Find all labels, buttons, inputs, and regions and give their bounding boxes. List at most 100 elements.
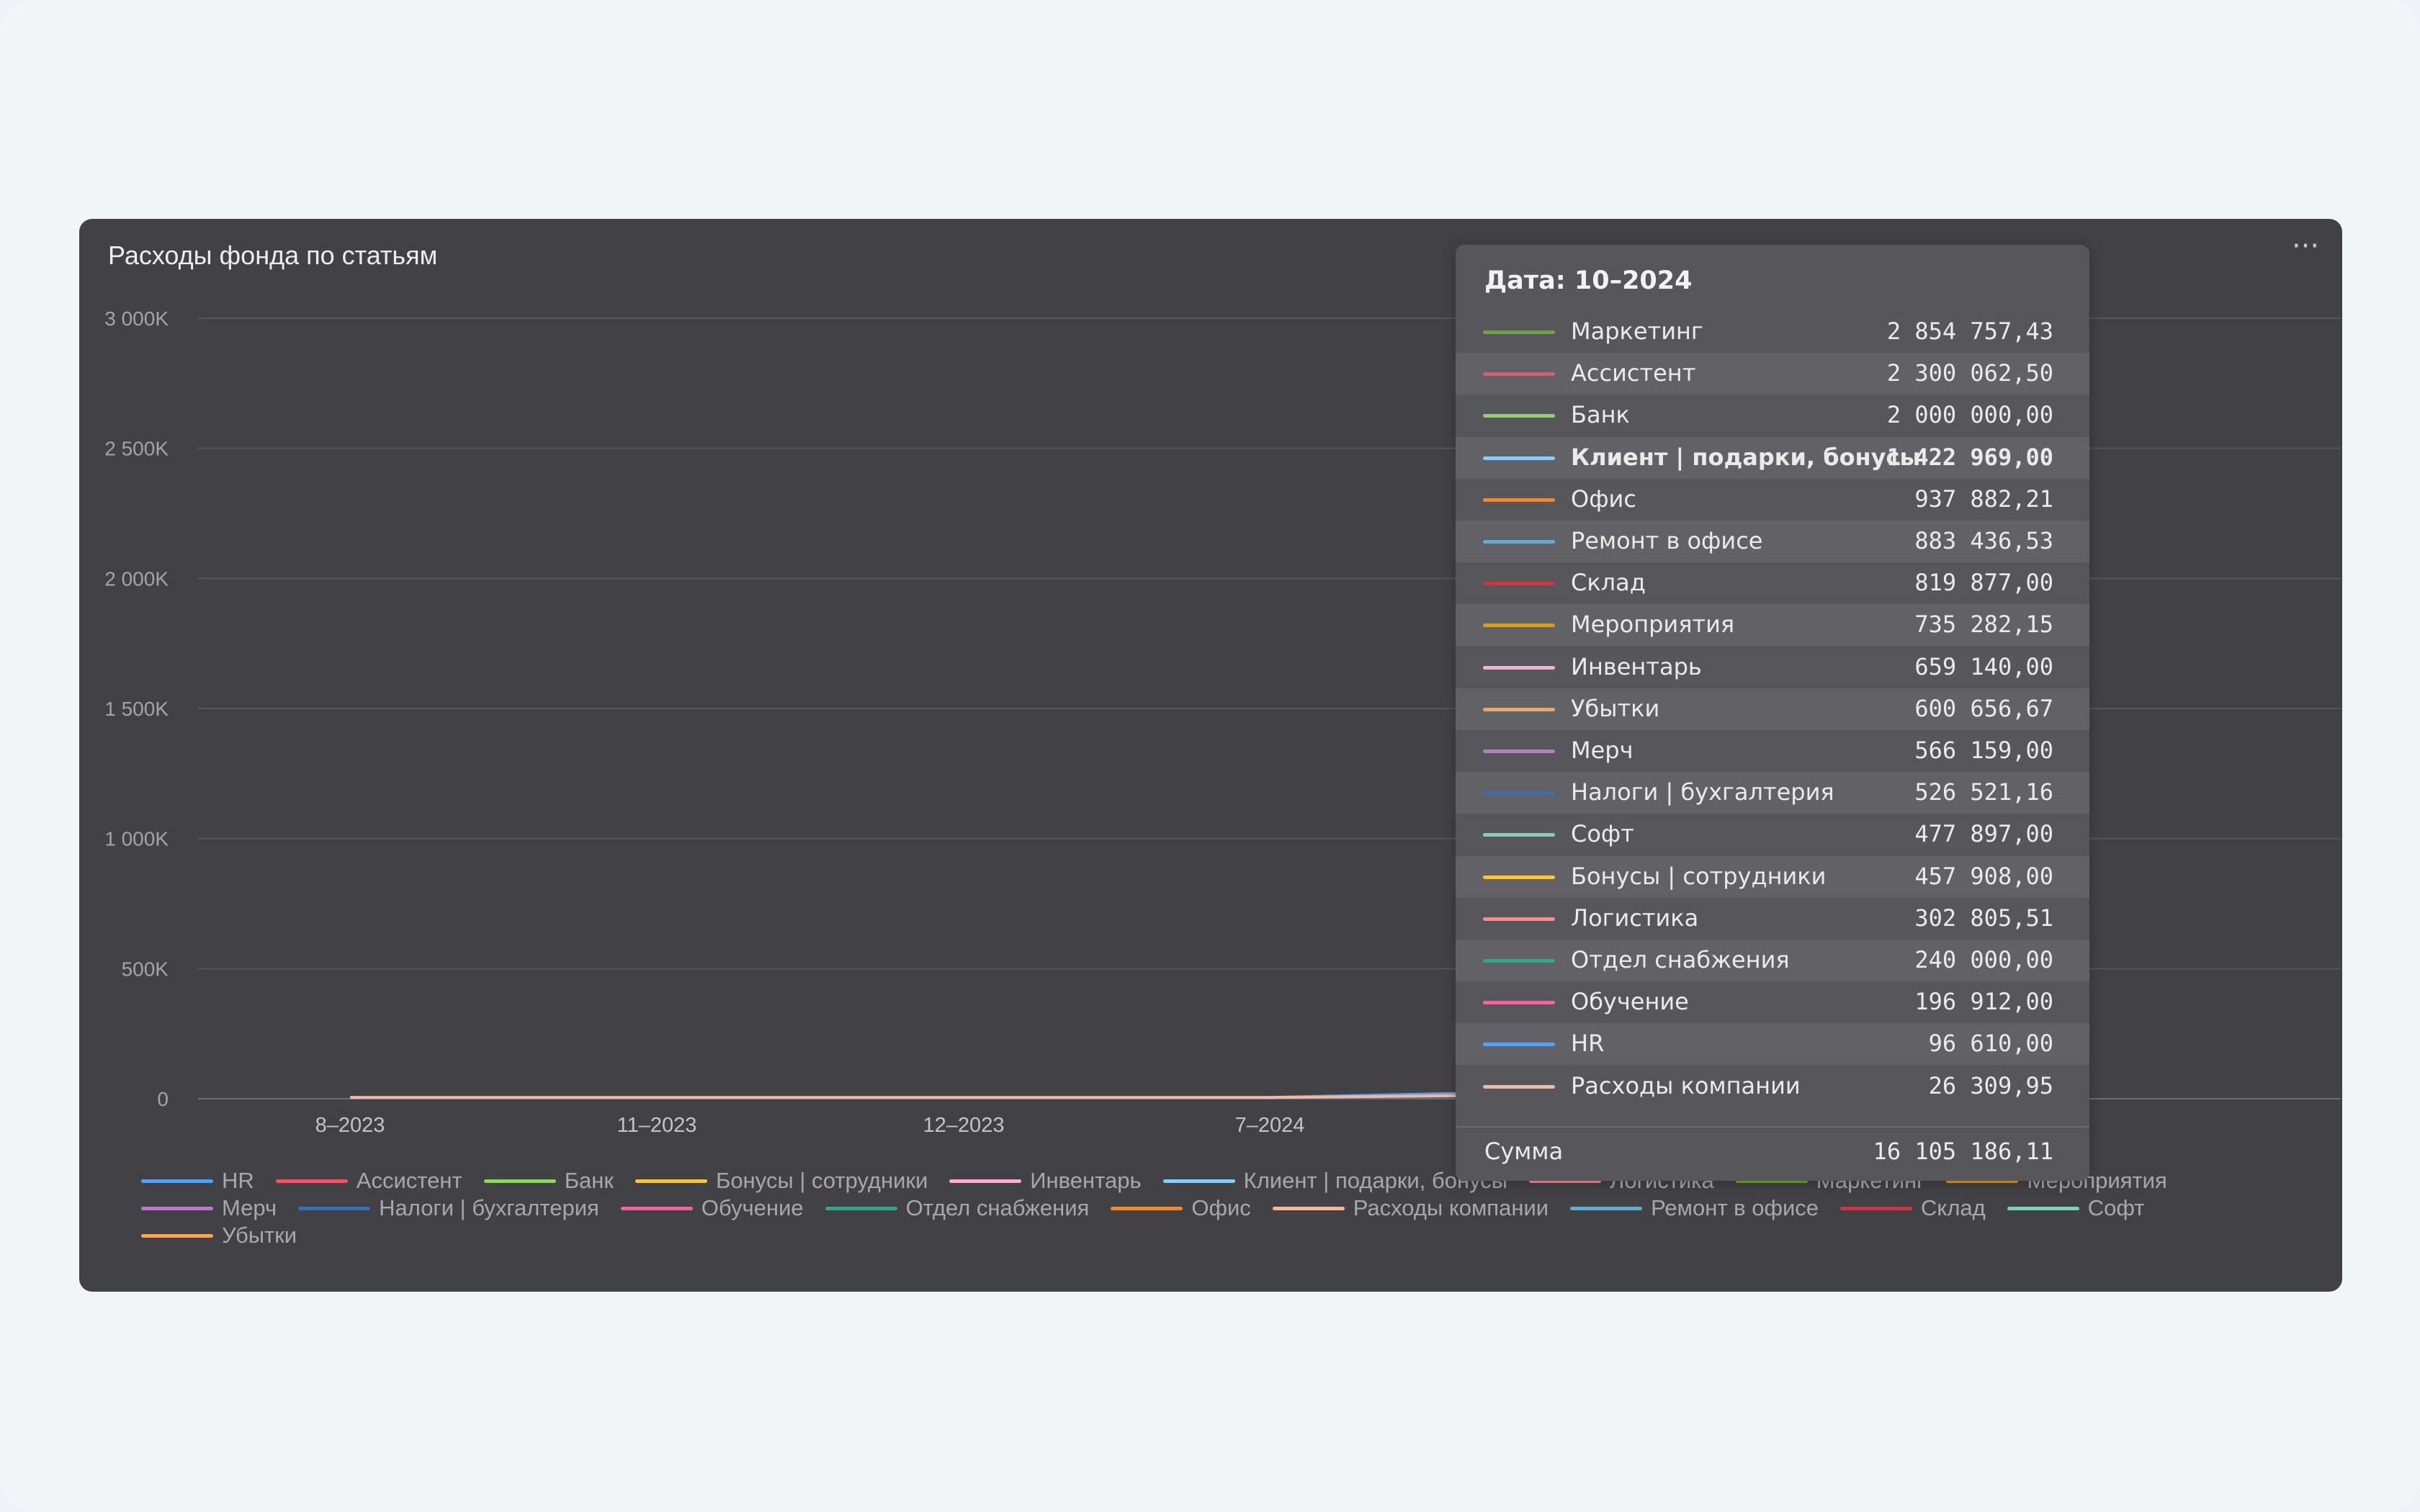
x-tick-label: 11–2023 [617, 1114, 697, 1137]
legend-label: Расходы компании [1353, 1195, 1549, 1220]
tooltip-series-name: Софт [1571, 820, 1634, 848]
legend-label: Бонусы | сотрудники [715, 1168, 928, 1193]
tooltip-swatch [1483, 1043, 1555, 1047]
tooltip-series-name: Мерч [1571, 737, 1634, 764]
legend-item[interactable]: Расходы компании [1272, 1195, 1549, 1220]
tooltip-swatch [1483, 1084, 1555, 1089]
legend-label: Офис [1191, 1195, 1251, 1220]
y-tick-label: 2 500K [104, 438, 169, 460]
x-tick-label: 12–2023 [923, 1114, 1005, 1137]
tooltip-row: Убытки 600 656,67 [1456, 688, 2089, 730]
legend-swatch [1529, 1179, 1602, 1183]
legend-item[interactable]: Бонусы | сотрудники [635, 1168, 928, 1193]
tooltip-row: Мерч 566 159,00 [1456, 730, 2089, 772]
tooltip-sum-value: 16 105 186,11 [1873, 1138, 2053, 1165]
legend-label: Софт [2087, 1195, 2145, 1220]
tooltip-series-value: 526 521,16 [1914, 778, 2053, 806]
tooltip-row: HR 96 610,00 [1456, 1023, 2089, 1066]
tooltip-row: Банк 2 000 000,00 [1456, 395, 2089, 436]
tooltip-swatch [1483, 414, 1555, 418]
tooltip-swatch [1483, 959, 1555, 963]
tooltip-series-value: 26 309,95 [1928, 1071, 2053, 1099]
legend-item[interactable]: Инвентарь [949, 1168, 1142, 1193]
y-tick-label: 2 000K [104, 567, 169, 590]
tooltip-row: Ремонт в офисе 883 436,53 [1456, 521, 2089, 562]
legend-item[interactable]: Офис [1111, 1195, 1251, 1220]
tooltip-series-value: 196 912,00 [1914, 988, 2053, 1016]
tooltip-series-name: HR [1571, 1030, 1605, 1058]
tooltip-series-name: Обучение [1571, 988, 1689, 1016]
legend-swatch [635, 1179, 707, 1183]
legend-item[interactable]: Налоги | бухгалтерия [298, 1195, 599, 1220]
tooltip-swatch [1483, 624, 1555, 628]
tooltip-row: Налоги | бухгалтерия 526 521,16 [1456, 772, 2089, 814]
tooltip-swatch [1483, 665, 1555, 670]
legend-swatch [298, 1206, 371, 1210]
legend-label: Ассистент [356, 1168, 462, 1193]
chart-legend: HR Ассистент Банк Бонусы | сотрудники Инвент… [141, 1168, 2302, 1248]
tooltip-row: Маркетинг 2 854 757,43 [1456, 311, 2089, 353]
tooltip-row: Мероприятия 735 282,15 [1456, 604, 2089, 647]
y-tick-label: 1 000K [104, 828, 169, 850]
tooltip-series-name: Инвентарь [1571, 652, 1702, 680]
tooltip-sum-label: Сумма [1484, 1138, 1564, 1165]
legend-label: Мерч [222, 1195, 277, 1220]
tooltip-series-value: 2 854 757,43 [1886, 318, 2053, 345]
legend-swatch [1946, 1179, 2019, 1183]
tooltip-swatch [1483, 917, 1555, 921]
tooltip-series-name: Офис [1571, 485, 1636, 513]
tooltip-series-name: Расходы компании [1571, 1071, 1801, 1099]
tooltip-series-name: Убытки [1571, 694, 1660, 722]
legend-item[interactable]: Ассистент [275, 1168, 462, 1193]
legend-item[interactable]: HR [141, 1168, 254, 1193]
legend-item[interactable]: Обучение [620, 1195, 804, 1220]
y-tick-label: 3 000K [104, 307, 169, 330]
legend-item[interactable]: Склад [1840, 1195, 1986, 1220]
tooltip-series-name: Налоги | бухгалтерия [1571, 778, 1834, 806]
tooltip-row: Отдел снабжения 240 000,00 [1456, 940, 2089, 981]
tooltip-swatch [1483, 707, 1555, 711]
tooltip-series-value: 1 422 969,00 [1886, 443, 2053, 471]
legend-label: Ремонт в офисе [1651, 1195, 1819, 1220]
tooltip-series-name: Склад [1571, 569, 1646, 597]
tooltip-series-value: 240 000,00 [1914, 946, 2053, 973]
legend-swatch [949, 1179, 1022, 1183]
legend-swatch [141, 1179, 213, 1183]
legend-label: Налоги | бухгалтерия [379, 1195, 599, 1220]
legend-swatch [2007, 1206, 2079, 1210]
legend-label: HR [222, 1168, 254, 1193]
legend-label: Инвентарь [1030, 1168, 1142, 1193]
legend-label: Банк [564, 1168, 614, 1193]
y-tick-label: 500K [122, 958, 169, 980]
legend-item[interactable]: Ремонт в офисе [1570, 1195, 1819, 1220]
tooltip-swatch [1483, 498, 1555, 502]
tooltip-row: Клиент | подарки, бонусы 1 422 969,00 [1456, 436, 2089, 479]
legend-swatch [1272, 1206, 1345, 1210]
tooltip-divider [1456, 1126, 2089, 1128]
legend-item[interactable]: Мерч [141, 1195, 277, 1220]
tooltip-series-value: 883 436,53 [1914, 527, 2053, 554]
legend-item[interactable]: Банк [483, 1168, 614, 1193]
tooltip-series-name: Маркетинг [1571, 318, 1703, 345]
tooltip-swatch [1483, 875, 1555, 879]
tooltip-series-value: 457 908,00 [1914, 862, 2053, 890]
legend-item[interactable]: Отдел снабжения [825, 1195, 1090, 1220]
tooltip-series-value: 819 877,00 [1914, 569, 2053, 597]
legend-item[interactable]: Софт [2007, 1195, 2145, 1220]
tooltip-series-name: Отдел снабжения [1571, 946, 1790, 973]
legend-swatch [1162, 1179, 1235, 1183]
legend-swatch [1570, 1206, 1643, 1210]
chart-widget: Расходы фонда по статьям ··· 0 500K 1 000K… [79, 219, 2342, 1292]
tooltip-swatch [1483, 582, 1555, 586]
y-tick-label: 1 500K [104, 698, 169, 720]
legend-item[interactable]: Убытки [141, 1223, 297, 1248]
tooltip-swatch [1483, 330, 1555, 334]
x-tick-label: 7–2024 [1235, 1114, 1305, 1137]
legend-label: Отдел снабжения [905, 1195, 1090, 1220]
tooltip-series-name: Клиент | подарки, бонусы [1571, 443, 1921, 471]
tooltip-series-name: Ремонт в офисе [1571, 527, 1763, 554]
tooltip-series-value: 2 300 062,50 [1886, 359, 2053, 387]
y-tick-label: 0 [157, 1088, 169, 1110]
tooltip-row: Склад 819 877,00 [1456, 562, 2089, 604]
